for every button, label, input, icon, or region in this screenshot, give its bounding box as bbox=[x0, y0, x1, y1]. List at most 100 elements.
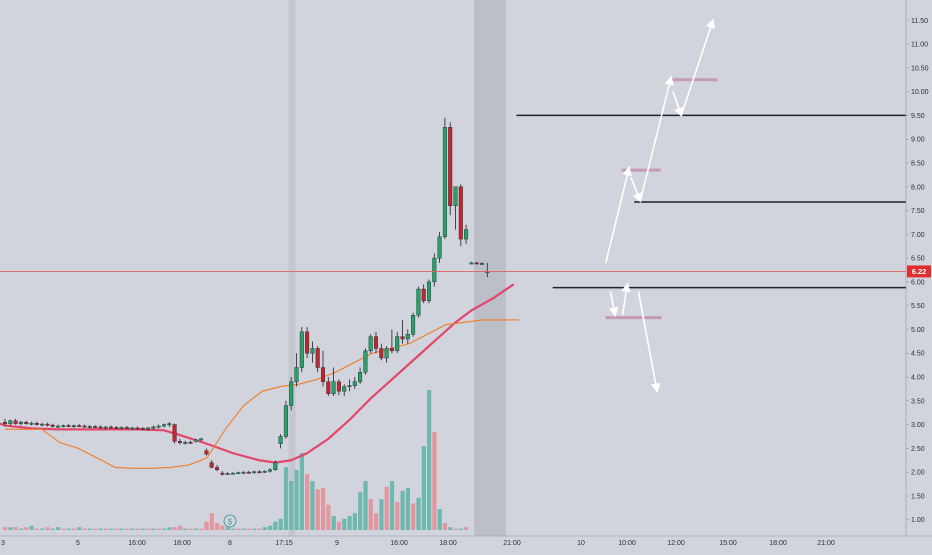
volume-bar bbox=[326, 504, 331, 530]
volume-bar bbox=[87, 528, 92, 530]
volume-bar bbox=[93, 528, 98, 530]
volume-bar bbox=[13, 527, 18, 530]
candle-body bbox=[310, 348, 315, 354]
candle bbox=[108, 425, 113, 429]
volume-bar bbox=[379, 499, 384, 530]
candle bbox=[193, 438, 198, 443]
candle bbox=[61, 424, 66, 428]
volume-bar bbox=[167, 527, 172, 530]
projection-arrow-2[interactable] bbox=[639, 75, 674, 202]
time-tick-label: 10 bbox=[577, 540, 585, 547]
price-axis[interactable]: 1.00 1.50 2.00 2.50 3.00 3.50 4.00 4.50 5.00 5.50… bbox=[905, 0, 932, 550]
projection-arrow-0[interactable] bbox=[605, 165, 632, 264]
time-tick-label: 9 bbox=[335, 540, 339, 547]
candle bbox=[3, 418, 7, 426]
candle bbox=[45, 422, 50, 427]
candle bbox=[135, 426, 140, 430]
candle bbox=[183, 440, 188, 445]
candle-body bbox=[108, 426, 113, 429]
volume-bar bbox=[71, 528, 77, 530]
candle bbox=[326, 377, 331, 397]
candle bbox=[246, 470, 251, 474]
volume-bar bbox=[151, 528, 156, 530]
volume-bar bbox=[135, 528, 140, 530]
candle bbox=[66, 424, 71, 427]
candle bbox=[294, 353, 299, 387]
volume-bars bbox=[3, 390, 469, 530]
candle-body bbox=[283, 405, 288, 437]
candle bbox=[93, 425, 98, 428]
projection-arrow-5[interactable] bbox=[608, 291, 619, 318]
vwap-layer bbox=[5, 319, 520, 469]
volume-bar bbox=[458, 528, 463, 530]
price-tick-label: 7.50 bbox=[911, 208, 925, 215]
volume-bar bbox=[183, 528, 188, 530]
volume-bar bbox=[442, 523, 448, 530]
candle bbox=[363, 348, 368, 375]
candle-body bbox=[140, 428, 145, 430]
volume-bar bbox=[395, 502, 400, 530]
session-marker-layer: $ bbox=[223, 514, 237, 528]
candle-body bbox=[40, 423, 45, 426]
candle-body bbox=[379, 348, 384, 359]
projection-arrows[interactable] bbox=[605, 18, 716, 394]
candle-body bbox=[199, 438, 204, 441]
candle-body bbox=[177, 441, 182, 443]
candle-body bbox=[193, 439, 198, 442]
candle bbox=[103, 426, 108, 430]
candle bbox=[130, 426, 135, 430]
candle bbox=[331, 367, 336, 397]
candle bbox=[437, 231, 442, 263]
candle-body bbox=[416, 288, 421, 316]
volume-bar bbox=[241, 528, 246, 530]
volume-bar bbox=[124, 528, 130, 530]
volume-bar bbox=[66, 528, 71, 530]
candle bbox=[432, 253, 437, 287]
candle-body bbox=[18, 422, 23, 424]
candle-body bbox=[188, 441, 193, 444]
price-tick-label: 5.50 bbox=[911, 303, 925, 310]
volume-bar bbox=[283, 467, 289, 530]
session-shade-0 bbox=[288, 0, 296, 536]
candle-body bbox=[448, 127, 453, 206]
candle-body bbox=[262, 471, 267, 473]
volume-bar bbox=[427, 390, 432, 530]
candle bbox=[50, 423, 55, 428]
price-tick-label: 3.00 bbox=[911, 422, 925, 429]
candle-body bbox=[442, 127, 447, 237]
volume-bar bbox=[347, 516, 352, 530]
moving-average-layer bbox=[0, 283, 515, 464]
volume-bar bbox=[8, 527, 13, 530]
projection-arrow-4[interactable] bbox=[680, 18, 716, 116]
last-price-tag bbox=[907, 265, 931, 278]
volume-bar bbox=[363, 481, 368, 530]
candle bbox=[299, 327, 304, 373]
projection-arrow-3[interactable] bbox=[672, 91, 684, 118]
volume-bar bbox=[400, 490, 405, 530]
candle-body bbox=[432, 257, 437, 283]
candle bbox=[18, 420, 23, 426]
session-marker[interactable]: $ bbox=[223, 514, 237, 528]
candle-body bbox=[395, 336, 400, 352]
candle bbox=[400, 319, 405, 344]
horizontal-levels[interactable] bbox=[516, 114, 906, 289]
volume-bar bbox=[193, 528, 198, 530]
candle-body bbox=[103, 426, 108, 429]
candle bbox=[464, 224, 469, 244]
projection-arrow-6[interactable] bbox=[621, 282, 631, 316]
projection-arrow-7[interactable] bbox=[637, 291, 661, 394]
volume-bar bbox=[146, 528, 151, 530]
candle-body bbox=[130, 427, 135, 430]
candle bbox=[71, 424, 76, 428]
candle bbox=[289, 377, 294, 411]
price-tick-label: 1.50 bbox=[911, 493, 925, 500]
candle-body bbox=[82, 425, 87, 428]
candle-body bbox=[214, 467, 219, 470]
volume-bar bbox=[140, 528, 145, 530]
time-axis[interactable]: 3 5 16:00 18:00 8 17:15 9 16:00 18:00 21:00 10 10:0… bbox=[0, 535, 932, 547]
projection-arrow-1[interactable] bbox=[630, 176, 642, 203]
candle bbox=[114, 426, 119, 429]
candle bbox=[374, 331, 379, 354]
candle-body bbox=[342, 386, 347, 392]
